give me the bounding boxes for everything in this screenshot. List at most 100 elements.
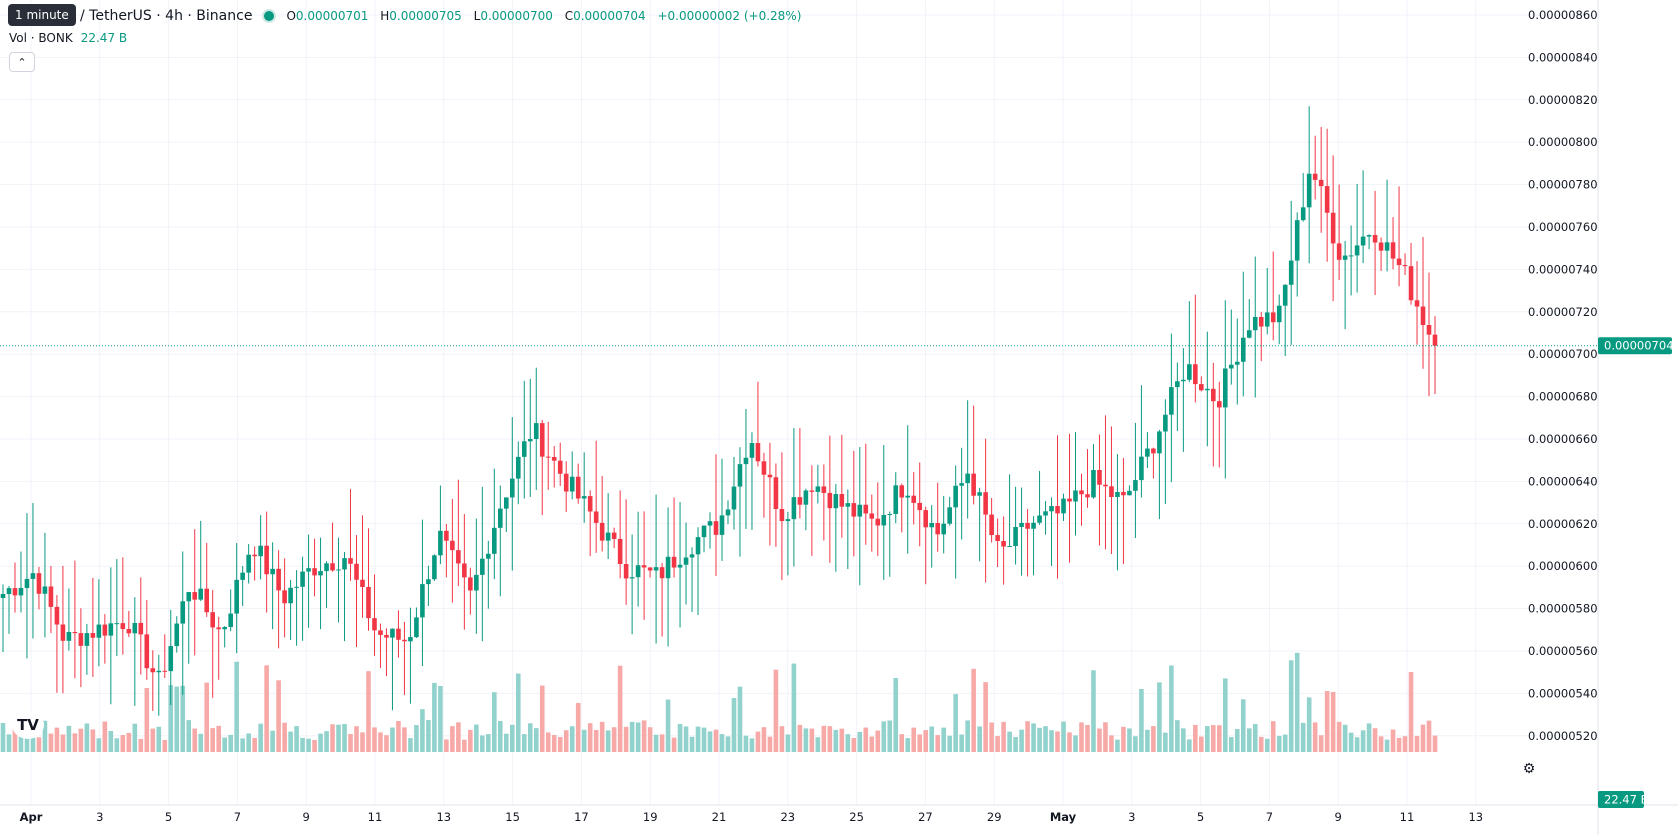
volume-bar [551,734,557,752]
candle [1300,173,1306,222]
candle [1217,381,1222,468]
candle [515,441,521,505]
volume-bar [396,721,401,752]
candle [282,558,287,638]
candle [414,607,419,639]
price-tick-label: 0.00000860 [1528,8,1598,22]
candle [498,485,503,597]
volume-bar [366,671,371,752]
candle [839,434,845,538]
volume-bar [1270,721,1276,752]
volume-bar [509,724,515,752]
candle [126,610,132,638]
time-tick-label: 11 [368,810,383,824]
volume-bar [438,685,443,752]
candle [1366,234,1372,250]
volume-bar [743,735,749,752]
time-tick-label: 15 [505,810,520,824]
candle [509,417,515,571]
collapse-legend-button[interactable]: ⌃ [9,52,35,72]
symbol-title[interactable]: / TetherUS · 4h · Binance [80,8,253,24]
candle [1228,309,1234,385]
volume-bar [1408,672,1414,752]
candle [390,628,395,711]
candle [1211,362,1216,467]
time-tick-label: 21 [712,810,727,824]
volume-bar [1414,735,1420,752]
volume-bar [917,734,923,752]
volume-bar [1019,729,1024,752]
volume-bar [24,732,30,752]
volume-bar [246,733,251,752]
volume-label: Vol · BONK [9,31,73,45]
candle [1127,485,1132,496]
volume-bar [629,721,635,752]
candle [785,511,791,576]
time-tick-label: 5 [1197,810,1204,824]
volume-bar [857,731,863,752]
candle [156,654,162,716]
candle [210,590,216,698]
volume-bar [486,734,491,752]
candle [12,562,18,613]
volume-bar [971,668,976,752]
candle [30,503,36,639]
volume-bar [1264,738,1270,752]
volume-bar [1396,737,1402,752]
volume-bar [947,735,952,752]
candle [144,600,150,680]
candle [833,484,839,572]
gear-icon[interactable]: ⚙ [1522,761,1536,777]
time-tick-label: 17 [574,810,589,824]
volume-bar [186,720,192,752]
candle [450,498,455,603]
volume-bar [1354,737,1360,752]
candle [899,483,905,533]
candle [90,577,96,677]
volume-bar [1181,728,1186,752]
chevron-up-icon: ⌃ [17,55,27,69]
candle [1169,333,1174,483]
candle [671,497,677,578]
candle [827,435,833,563]
ohlc-values: O0.00000701 H0.00000705 L0.00000700 C0.0… [286,9,802,23]
market-status-icon[interactable] [262,9,277,23]
candle [1276,294,1282,345]
time-axis[interactable]: Apr 3 5 7 9 11 13 15 17 19 21 23 25 27 29 May 3 5 7 9 11 13 [20,810,1484,824]
volume-bar [1342,724,1348,752]
volume-bar [605,730,611,752]
volume-bar [72,733,78,752]
candle [803,488,809,531]
volume-bar [426,720,431,752]
candle [1181,348,1186,452]
candle [252,546,257,581]
candle [378,623,383,669]
volume-bar [593,729,599,752]
candle [264,511,269,613]
volume-bar [599,721,605,752]
tradingview-logo-icon[interactable]: TV [12,711,44,739]
candle [150,650,156,711]
candle [108,567,114,705]
volume-bar [144,687,150,752]
price-tick-label: 0.00000520 [1528,729,1598,743]
candle [24,513,30,659]
candle [492,468,497,580]
volume-bar [989,722,994,752]
candle [192,529,198,656]
price-axis[interactable]: 0.00000860 0.00000840 0.00000820 0.00000800… [1528,8,1598,743]
candle [1360,170,1366,264]
volume-bar [228,734,233,752]
volume-bar [737,686,743,752]
volume-bar [647,727,653,752]
volume-bar [1384,739,1390,752]
candle [737,447,743,557]
candle [96,579,102,667]
candle [983,438,988,583]
volume-bar [503,733,509,752]
volume-bar [923,730,929,752]
candle [1061,493,1066,521]
volume-bar [1043,726,1048,752]
candle [444,523,449,578]
